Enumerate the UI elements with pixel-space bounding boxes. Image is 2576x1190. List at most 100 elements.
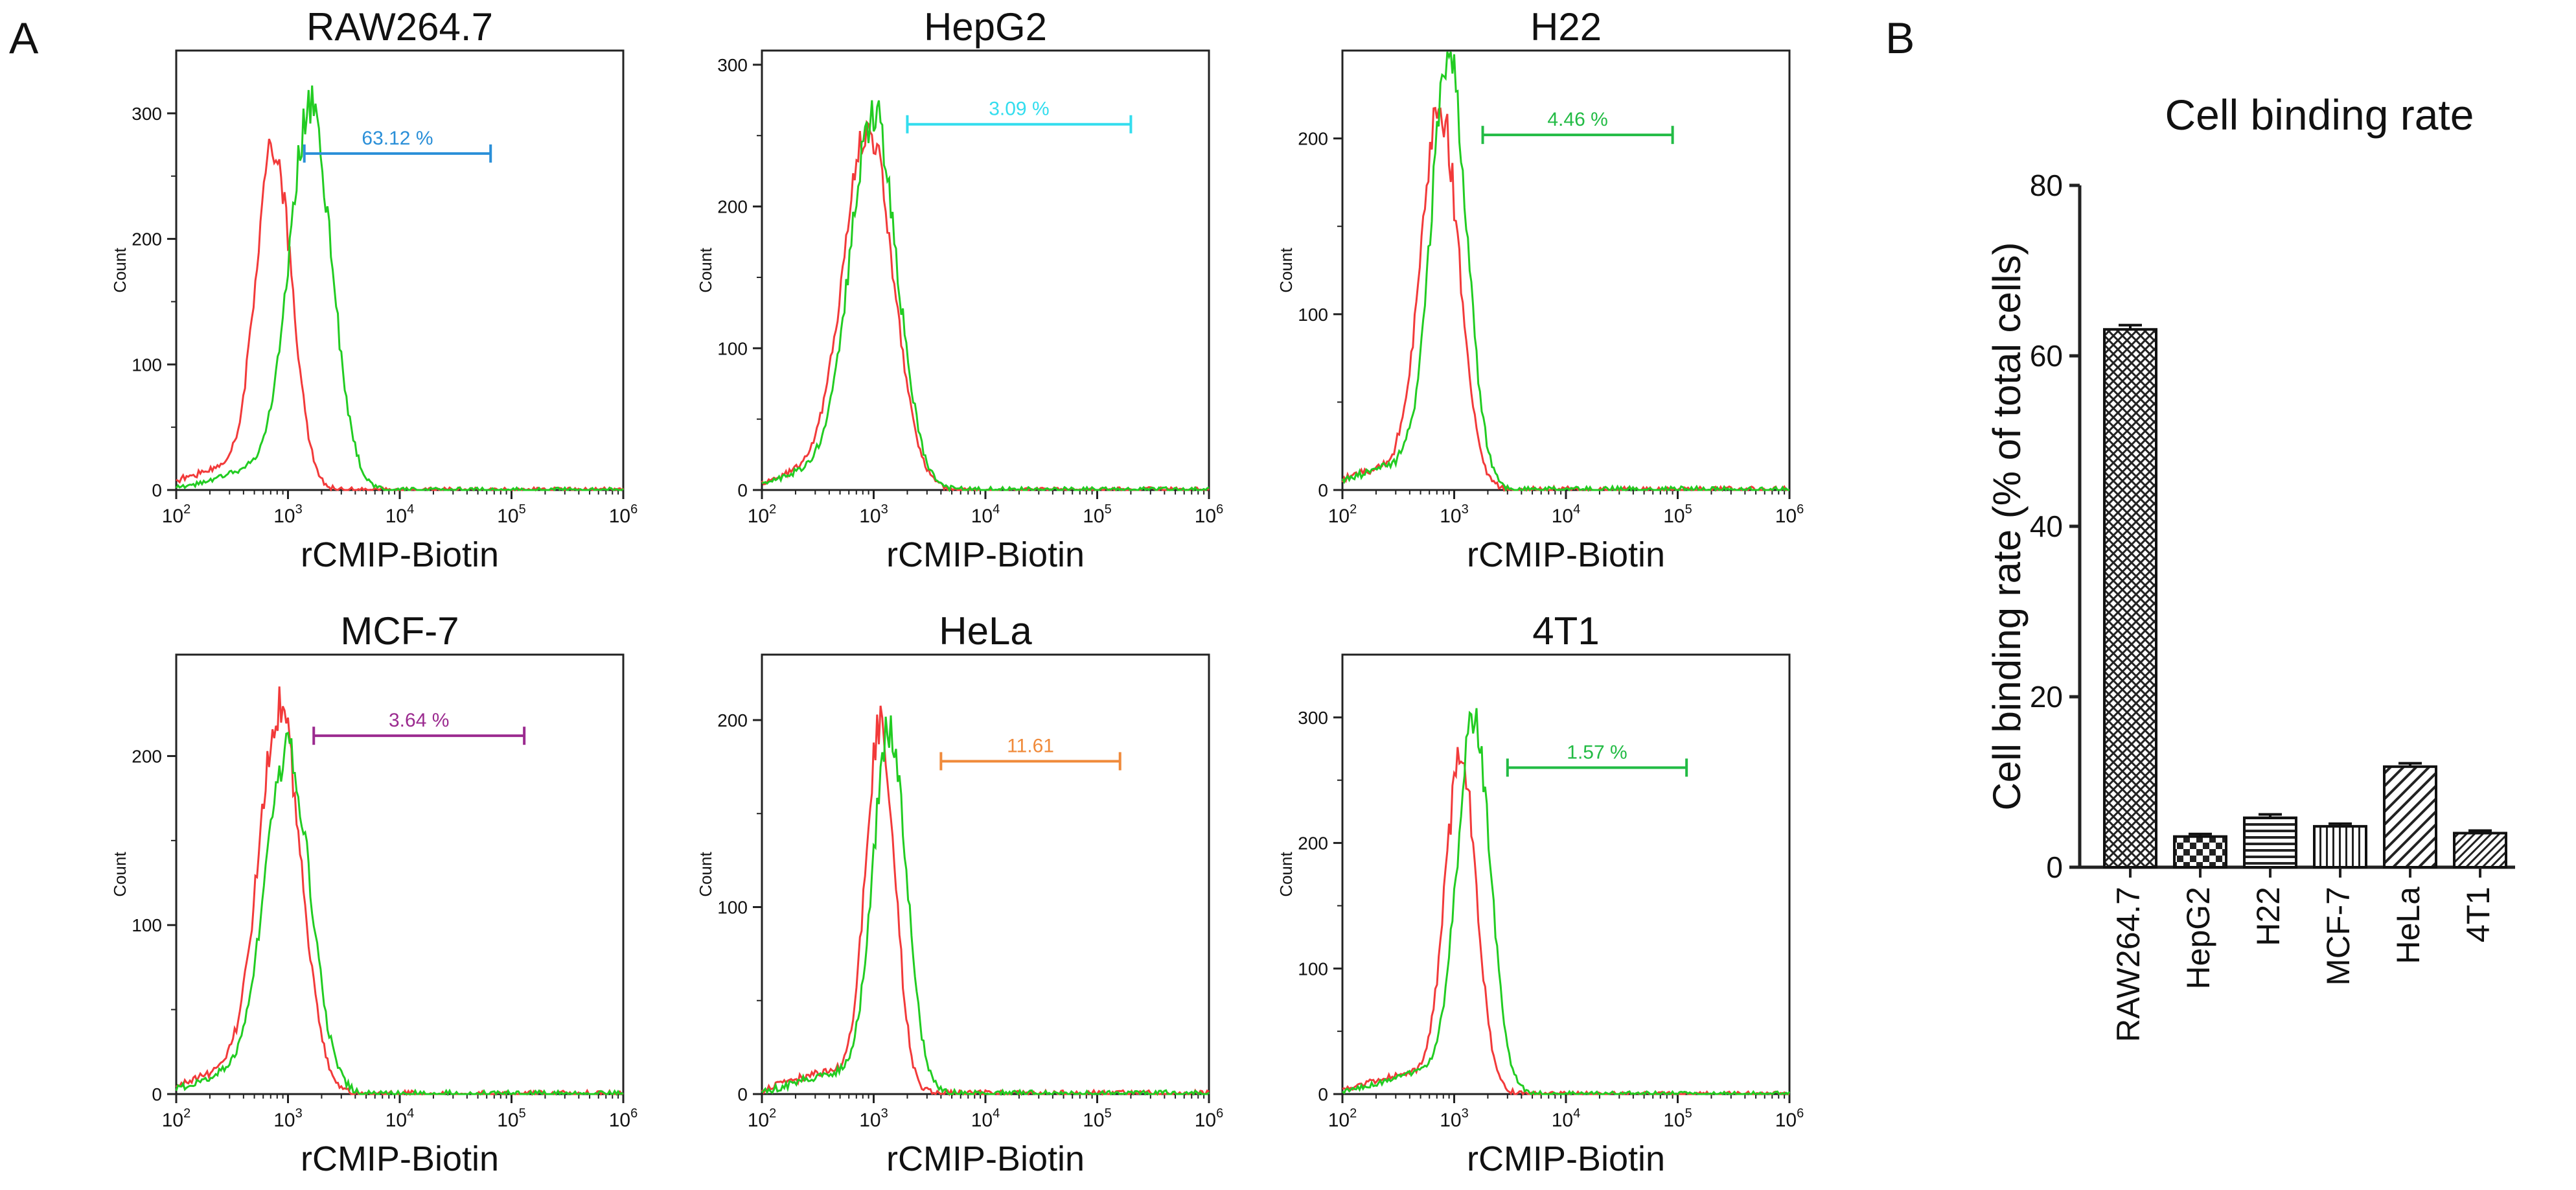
x-tick-label: 106 (609, 502, 638, 527)
gate-percentage-label: 3.09 % (989, 99, 1049, 120)
x-tick-label: 106 (1195, 1106, 1224, 1131)
x-tick-label: 106 (1775, 502, 1804, 527)
plot-title: HepG2 (924, 5, 1047, 49)
x-tick-label: 104 (1552, 1106, 1581, 1131)
histogram-sample-line (761, 715, 1210, 1097)
histogram-panel-1: HepG2 Count 0 100 200 300 102 103 104 105 106 rCMIP… (696, 5, 1223, 574)
x-tick-label: 102 (748, 1106, 777, 1131)
y-axis-label: Count (1276, 248, 1296, 293)
plot-frame (1341, 653, 1791, 1095)
histogram-control-line (1341, 106, 1789, 493)
histogram-sample-line (175, 731, 624, 1097)
gate-percentage-label: 11.61 (1007, 735, 1054, 756)
x-tick-label: 103 (273, 1106, 303, 1131)
x-tick-label: 103 (1440, 1106, 1469, 1131)
bar-category-label: RAW264.7 (2110, 887, 2146, 1042)
y-tick-label: 200 (1298, 129, 1328, 149)
x-tick-label: 106 (1195, 502, 1224, 527)
x-tick-label: 102 (748, 502, 777, 527)
y-tick-label: 100 (717, 338, 748, 358)
gate-percentage-label: 4.46 % (1547, 109, 1607, 130)
panel-label-b: B (1885, 14, 1915, 63)
y-tick-label: 100 (1298, 959, 1328, 979)
x-tick-label: 105 (1083, 502, 1112, 527)
plot-title: HeLa (939, 609, 1032, 653)
bar-h22 (2243, 816, 2297, 869)
x-tick-label: 105 (497, 1106, 526, 1131)
x-tick-label: 103 (859, 502, 888, 527)
y-tick-label: 200 (132, 746, 162, 766)
histogram-panel-0: RAW264.7 Count 0 100 200 300 102 103 104 105 106 rC… (110, 5, 638, 574)
histogram-control-line (761, 705, 1210, 1097)
y-tick-label: 200 (717, 710, 748, 730)
x-axis-label: rCMIP-Biotin (886, 535, 1085, 574)
bar-category-label: MCF-7 (2320, 887, 2356, 986)
x-tick-label: 103 (859, 1106, 888, 1131)
bar-y-tick-label: 80 (2030, 169, 2063, 202)
histogram-panel-5: 4T1 Count 0 100 200 300 102 103 104 105 106 rCMIP-B… (1276, 609, 1804, 1178)
y-tick-label: 100 (132, 915, 162, 935)
x-tick-label: 104 (1552, 502, 1581, 527)
x-tick-label: 104 (385, 502, 415, 527)
y-axis-label: Count (696, 248, 715, 293)
x-tick-label: 105 (1663, 502, 1692, 527)
plot-title: 4T1 (1532, 609, 1599, 653)
histogram-panel-4: HeLa Count 0 100 200 102 103 104 105 106 rCMIP-Bio… (696, 609, 1223, 1178)
histogram-control-line (1342, 747, 1789, 1096)
x-tick-label: 103 (273, 502, 303, 527)
x-tick-label: 105 (497, 502, 526, 527)
histogram-control-line (761, 119, 1210, 492)
y-tick-label: 200 (717, 197, 748, 217)
y-axis-label: Count (1276, 852, 1296, 897)
bar-category-label: HeLa (2390, 887, 2426, 964)
y-tick-label: 0 (1318, 1084, 1328, 1104)
y-tick-label: 200 (1298, 834, 1328, 854)
histogram-panel-2: H22 Count 0 100 200 102 103 104 105 106 rCMIP-Biot… (1276, 5, 1804, 574)
bar-hepg2 (2173, 835, 2227, 869)
x-tick-label: 104 (385, 1106, 415, 1131)
gate-percentage-label: 1.57 % (1567, 741, 1627, 763)
y-tick-label: 300 (132, 104, 162, 124)
bar-y-tick-label: 0 (2046, 850, 2063, 884)
y-axis-label: Count (696, 852, 715, 897)
histogram-sample-line (1341, 51, 1789, 493)
x-tick-label: 106 (1775, 1106, 1804, 1131)
histogram-control-line (175, 686, 624, 1097)
y-tick-label: 300 (717, 55, 748, 75)
gate-percentage-label: 63.12 % (362, 128, 433, 149)
x-tick-label: 102 (1328, 502, 1357, 527)
bar-y-tick-label: 20 (2030, 680, 2063, 714)
x-axis-label: rCMIP-Biotin (301, 1139, 499, 1178)
y-tick-label: 0 (152, 480, 162, 500)
bar-category-label: H22 (2250, 887, 2286, 946)
plot-title: MCF-7 (340, 609, 459, 653)
y-tick-label: 0 (737, 1084, 748, 1104)
bar-category-label: 4T1 (2460, 887, 2496, 942)
bar-mcf-7 (2313, 824, 2367, 869)
flow-histogram-panels: RAW264.7 Count 0 100 200 300 102 103 104 105 106 rC… (110, 5, 1804, 1178)
bar-y-tick-label: 40 (2030, 509, 2063, 543)
bar-y-tick-label: 60 (2030, 339, 2063, 373)
histogram-sample-line (175, 85, 624, 492)
histogram-sample-line (761, 100, 1210, 493)
y-axis-label: Count (110, 248, 130, 293)
y-axis-label: Count (110, 852, 130, 897)
bar-category-label: HepG2 (2180, 887, 2216, 989)
x-axis-label: rCMIP-Biotin (886, 1139, 1085, 1178)
y-tick-label: 0 (1318, 480, 1328, 500)
y-tick-label: 100 (1298, 305, 1328, 325)
bar-y-axis-label: Cell binding rate (% of total cells) (1985, 242, 2029, 810)
y-tick-label: 200 (132, 229, 162, 250)
x-tick-label: 105 (1083, 1106, 1112, 1131)
x-axis-label: rCMIP-Biotin (1467, 535, 1665, 574)
x-tick-label: 102 (1328, 1106, 1357, 1131)
bar-chart-title: Cell binding rate (2165, 91, 2474, 139)
x-axis-label: rCMIP-Biotin (1467, 1139, 1665, 1178)
y-tick-label: 0 (152, 1084, 162, 1104)
x-tick-label: 102 (162, 1106, 191, 1131)
x-tick-label: 106 (609, 1106, 638, 1131)
x-tick-label: 103 (1440, 502, 1469, 527)
y-tick-label: 100 (132, 355, 162, 375)
plot-title: RAW264.7 (306, 5, 493, 49)
